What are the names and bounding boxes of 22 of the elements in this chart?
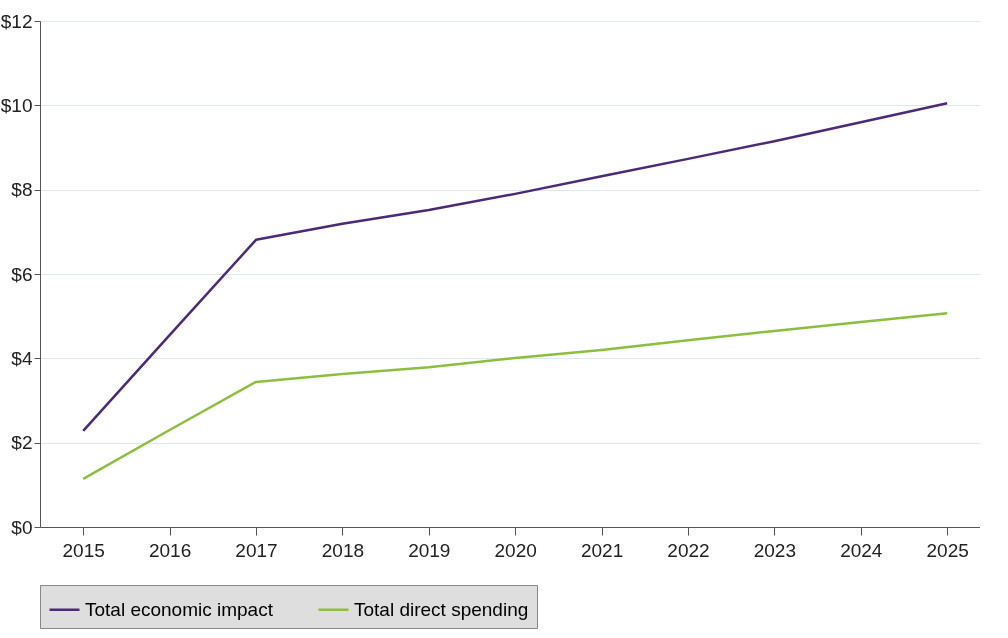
x-tick-label: 2024 bbox=[840, 539, 883, 561]
y-tick-label: $0 bbox=[11, 516, 33, 538]
y-tick-label: $8 bbox=[11, 179, 33, 201]
x-tick-label: 2015 bbox=[62, 539, 105, 561]
x-tick-label: 2016 bbox=[148, 539, 192, 561]
y-tick-label: $6 bbox=[11, 263, 33, 285]
x-tick-label: 2022 bbox=[667, 539, 710, 561]
line-series bbox=[81, 101, 949, 433]
line-series bbox=[81, 311, 949, 481]
y-tick-label: $2 bbox=[11, 432, 33, 454]
y-tick-label: $4 bbox=[11, 347, 33, 369]
y-tick-label: $10 bbox=[0, 94, 33, 116]
x-tick-label: 2025 bbox=[926, 539, 969, 561]
y-tick-label: $12 bbox=[0, 10, 33, 32]
x-tick-label: 2021 bbox=[580, 539, 624, 561]
legend-label: Total direct spending bbox=[354, 598, 529, 620]
x-tick-label: 2017 bbox=[235, 539, 278, 561]
legend-label: Total economic impact bbox=[85, 598, 274, 620]
x-tick-label: 2018 bbox=[321, 539, 365, 561]
x-tick-label: 2020 bbox=[494, 539, 537, 561]
x-tick-label: 2023 bbox=[753, 539, 797, 561]
x-tick-label: 2019 bbox=[408, 539, 451, 561]
